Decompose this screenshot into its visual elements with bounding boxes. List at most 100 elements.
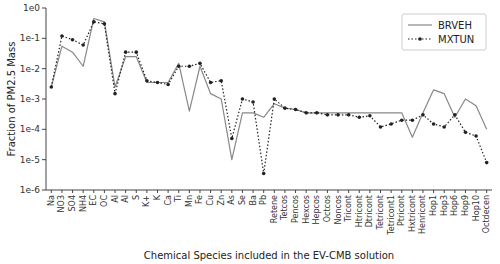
series-marker <box>368 114 372 118</box>
x-tick <box>146 190 147 193</box>
x-tick-label: Hop10 <box>472 195 481 221</box>
x-tick-label: Pb <box>259 195 268 205</box>
y-tick <box>42 99 46 100</box>
x-tick-label: Hepcos <box>312 195 321 224</box>
series-marker <box>81 43 85 47</box>
series-marker <box>411 118 415 122</box>
x-tick <box>433 190 434 193</box>
series-marker <box>357 115 361 119</box>
legend-box <box>402 14 486 50</box>
x-tick <box>210 190 211 193</box>
x-tick-label: Al <box>121 195 130 203</box>
x-axis <box>46 190 492 191</box>
series-marker <box>421 113 425 117</box>
x-tick <box>380 190 381 193</box>
series-marker <box>188 64 192 68</box>
x-tick-label: Hxtricont <box>408 195 417 232</box>
x-tick <box>221 190 222 193</box>
y-tick <box>42 8 46 9</box>
x-tick-label: As <box>227 195 236 205</box>
x-tick-label: SO4 <box>68 195 77 211</box>
x-tick <box>422 190 423 193</box>
series-marker <box>113 92 117 96</box>
x-tick <box>189 190 190 193</box>
series-marker <box>209 81 213 85</box>
x-tick-label: Hop9 <box>461 195 470 216</box>
x-tick-label: Ptricont <box>397 195 406 226</box>
x-tick <box>83 190 84 193</box>
x-tick-label: Htricont <box>355 195 364 227</box>
legend-swatch <box>408 24 432 25</box>
series-marker <box>134 50 138 54</box>
series-marker <box>336 113 340 117</box>
x-tick <box>359 190 360 193</box>
x-tick-label: Tetcos <box>280 195 289 221</box>
x-tick-label: Noncos <box>334 195 343 224</box>
x-tick-label: Hexcos <box>302 195 311 224</box>
series-marker <box>347 113 351 117</box>
x-tick-label: NO3 <box>57 195 66 212</box>
series-marker <box>262 172 266 176</box>
y-tick-label: 1e-3 <box>20 94 40 104</box>
x-tick-label: Ti <box>174 195 183 203</box>
series-marker <box>389 122 393 126</box>
y-tick-label: 1e-2 <box>20 64 40 74</box>
x-tick-label: Hop1 <box>429 195 438 216</box>
y-tick-label: 1e-4 <box>20 124 41 134</box>
series-marker <box>124 50 128 54</box>
y-tick <box>42 190 46 191</box>
x-tick <box>168 190 169 193</box>
series-marker <box>442 125 446 129</box>
series-marker <box>304 111 308 115</box>
series-marker <box>464 130 468 134</box>
x-tick-label: Mn <box>185 195 194 207</box>
x-tick <box>274 190 275 193</box>
x-tick-label: K+ <box>142 195 151 207</box>
x-tick <box>454 190 455 193</box>
y-tick-label: 1e-5 <box>20 155 40 165</box>
x-tick-label: Ca <box>164 195 173 206</box>
y-axis-label: Fraction of PM2.5 Mass <box>6 42 17 157</box>
y-tick <box>42 38 46 39</box>
x-tick-label: Tetricont1 <box>387 195 396 236</box>
series-marker <box>453 113 457 117</box>
series-marker <box>156 81 160 85</box>
series-marker <box>92 20 96 24</box>
series-marker <box>485 161 489 165</box>
x-tick <box>178 190 179 193</box>
chart: 1e-61e-51e-41e-31e-21e-11e0NaNO3SO4NH4EC… <box>0 0 500 264</box>
x-tick <box>338 190 339 193</box>
y-tick <box>42 129 46 130</box>
x-tick <box>444 190 445 193</box>
series-marker <box>432 122 436 126</box>
y-tick <box>42 159 46 160</box>
series-marker <box>379 125 383 129</box>
x-tick <box>476 190 477 193</box>
x-tick-label: OC <box>100 195 109 207</box>
x-tick-label: Na <box>47 195 56 206</box>
x-tick <box>93 190 94 193</box>
series-marker <box>230 137 234 141</box>
x-tick-label: Ba <box>249 195 258 205</box>
y-tick <box>42 68 46 69</box>
x-tick <box>391 190 392 193</box>
series-marker <box>400 118 404 122</box>
series-marker <box>103 22 107 26</box>
series-marker <box>294 108 298 112</box>
legend: BRVEHMXTUN <box>402 14 486 50</box>
x-tick-label: NH4 <box>79 195 88 212</box>
legend-marker <box>418 37 422 41</box>
x-tick <box>412 190 413 193</box>
y-tick-label: 1e-6 <box>20 185 41 195</box>
x-tick-label: Dtricont <box>365 195 374 227</box>
legend-label: MXTUN <box>438 34 474 45</box>
x-tick <box>306 190 307 193</box>
x-tick <box>125 190 126 193</box>
x-axis-label: Chemical Species included in the EV-CMB … <box>144 250 394 261</box>
x-tick-label: Tetricont <box>376 195 385 231</box>
x-tick-label: Pencos <box>291 195 300 223</box>
x-tick <box>136 190 137 193</box>
x-tick <box>51 190 52 193</box>
x-tick-label: Al <box>111 195 120 203</box>
x-tick-label: Hop6 <box>450 195 459 216</box>
